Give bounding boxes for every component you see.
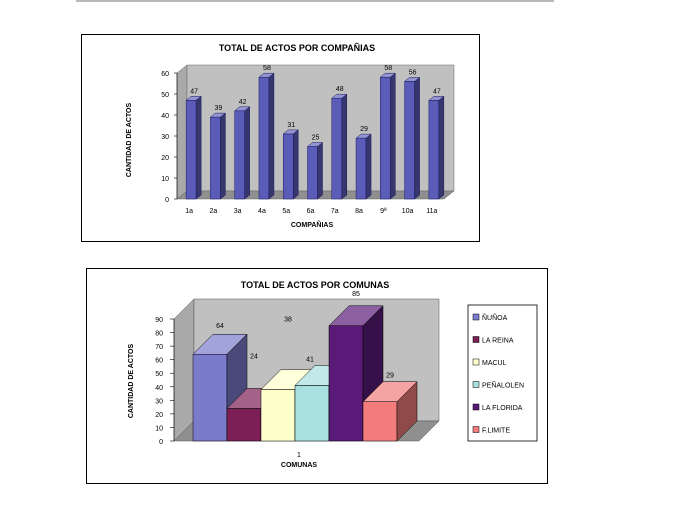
y-tick-label: 30: [155, 398, 163, 405]
y-tick-label: 10: [155, 425, 163, 432]
chart-companias: TOTAL DE ACTOS POR COMPAÑIAS COMPAÑIAS C…: [126, 43, 455, 229]
page-top-rule: [76, 0, 554, 2]
data-label: 85: [352, 291, 360, 298]
legend-label: ÑUÑOA: [482, 313, 508, 322]
data-label: 42: [239, 99, 247, 106]
data-label: 48: [336, 86, 344, 93]
bar: [331, 93, 348, 200]
chart-companias-frame: TOTAL DE ACTOS POR COMPAÑIAS COMPAÑIAS C…: [81, 34, 480, 242]
y-tick-label: 10: [161, 176, 169, 183]
legend-label: LA REINA: [482, 338, 514, 345]
bar: [362, 381, 418, 442]
y-tick-label: 0: [159, 439, 163, 446]
x-tick-label: 3a: [234, 208, 242, 215]
data-label: 56: [409, 69, 417, 76]
x-tick-label: 6a: [307, 208, 315, 215]
data-label: 47: [433, 88, 441, 95]
x-tick-label: 1: [297, 452, 301, 459]
legend-label: MACUL: [482, 360, 507, 367]
y-axis-label: CANTIDAD DE ACTOS: [126, 103, 133, 178]
x-tick-label: 2a: [210, 208, 218, 215]
legend-swatch: [472, 358, 480, 366]
y-tick-label: 50: [161, 92, 169, 99]
y-tick-label: 80: [155, 331, 163, 338]
y-tick-label: 50: [155, 371, 163, 378]
data-label: 29: [386, 373, 394, 380]
legend-label: F.LIMITE: [482, 428, 510, 435]
data-label: 29: [360, 126, 368, 133]
data-label: 25: [312, 135, 320, 142]
x-tick-label: 9ª: [380, 208, 387, 215]
chart-title: TOTAL DE ACTOS POR COMUNAS: [241, 280, 390, 290]
bar: [355, 133, 372, 200]
bar: [258, 72, 275, 200]
bar: [428, 95, 445, 200]
x-tick-label: 4a: [258, 208, 266, 215]
x-axis-label: COMPAÑIAS: [291, 220, 334, 229]
legend-swatch: [472, 381, 480, 388]
legend: ÑUÑOA LA REINA MACUL PEÑALOLEN LA FLORIDA F.L…: [467, 304, 538, 442]
y-axis-label: CANTIDAD DE ACTOS: [128, 344, 135, 419]
legend-label: LA FLORIDA: [482, 405, 523, 412]
x-tick-label: 7a: [331, 208, 339, 215]
bar: [379, 72, 397, 200]
x-axis-label: COMUNAS: [281, 462, 317, 469]
legend-label: PEÑALOLEN: [482, 381, 524, 390]
y-tick-label: 90: [155, 317, 163, 324]
data-label: 41: [306, 356, 314, 363]
y-tick-label: 70: [155, 344, 163, 351]
y-tick-label: 20: [161, 155, 169, 162]
y-tick-label: 60: [155, 358, 163, 365]
chart-comunas: TOTAL DE ACTOS POR COMUNAS COMUNAS CANTI…: [128, 280, 538, 469]
x-tick-label: 10a: [402, 208, 414, 215]
data-label: 31: [287, 122, 295, 129]
bar: [282, 129, 299, 200]
y-tick-label: 60: [161, 71, 169, 78]
data-label: 39: [215, 105, 223, 112]
x-tick-label: 11a: [426, 208, 437, 215]
bar: [185, 95, 202, 200]
data-label: 64: [216, 323, 224, 330]
data-label: 47: [190, 88, 198, 95]
bar: [306, 141, 324, 200]
x-tick-label: 1a: [185, 208, 193, 215]
y-tick-label: 20: [155, 412, 163, 419]
bar: [209, 112, 227, 200]
bar: [403, 76, 421, 200]
data-label: 58: [384, 65, 392, 72]
legend-swatch: [472, 403, 480, 411]
y-tick-label: 40: [155, 385, 163, 392]
x-tick-label: 5a: [282, 208, 290, 215]
legend-swatch: [472, 313, 480, 321]
data-label: 38: [284, 316, 292, 323]
bar: [233, 106, 251, 200]
x-tick-label: 8a: [355, 208, 363, 215]
data-label: 24: [250, 353, 258, 360]
chart-title: TOTAL DE ACTOS POR COMPAÑIAS: [219, 43, 375, 53]
y-tick-label: 30: [161, 134, 169, 141]
y-tick-label: 0: [165, 197, 169, 204]
y-tick-label: 40: [161, 113, 169, 120]
data-label: 58: [263, 65, 271, 72]
legend-swatch: [472, 426, 480, 433]
legend-swatch: [472, 336, 480, 343]
chart-comunas-frame: TOTAL DE ACTOS POR COMUNAS COMUNAS CANTI…: [86, 268, 548, 484]
